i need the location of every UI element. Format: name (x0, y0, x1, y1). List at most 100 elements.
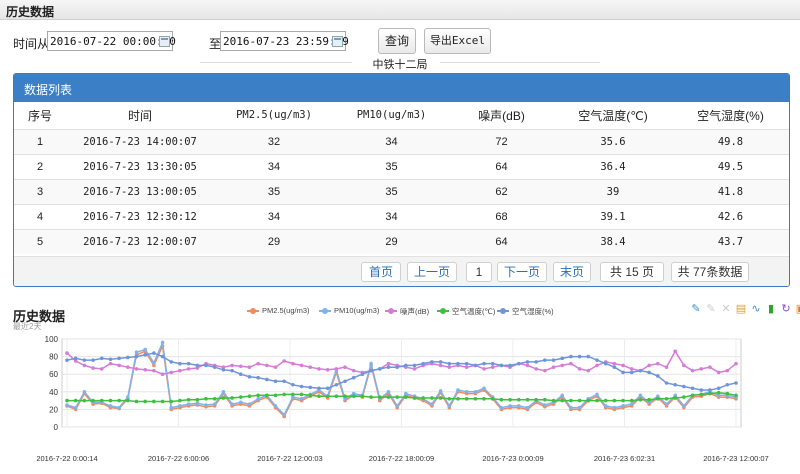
mark-undo-icon[interactable]: ✎ (706, 303, 716, 315)
data-point (238, 395, 243, 399)
legend-swatch (437, 308, 449, 314)
line-icon[interactable]: ∿ (751, 303, 761, 315)
data-point (430, 402, 434, 406)
data-point (386, 361, 391, 366)
data-point (595, 392, 599, 397)
data-point (473, 397, 478, 401)
data-point (656, 374, 660, 378)
data-point (516, 361, 521, 366)
table-cell: 29 (214, 228, 334, 254)
data-point (482, 367, 486, 371)
table-cell: 2016-7-23 12:30:12 (66, 203, 214, 229)
data-point (195, 401, 200, 406)
column-header: 空气湿度(%) (697, 108, 764, 123)
data-point (377, 395, 382, 399)
data-point (621, 404, 625, 408)
data-point (169, 360, 174, 364)
data-point (230, 396, 234, 400)
column-header: PM2.5(ug/m3) (236, 109, 312, 122)
data-point (525, 397, 530, 402)
data-point (577, 405, 582, 410)
calendar-icon[interactable] (332, 36, 343, 47)
data-point (186, 367, 191, 371)
data-point (447, 365, 452, 369)
data-point (65, 398, 69, 403)
prev-page-button[interactable]: 上一页 (407, 262, 457, 282)
table-cell: 34 (334, 128, 449, 154)
data-point (299, 384, 304, 389)
y-tick-label: 20 (49, 405, 58, 414)
data-point (551, 365, 556, 369)
data-point (82, 398, 87, 403)
data-point (647, 400, 651, 405)
data-point (447, 361, 452, 366)
data-point (725, 368, 730, 373)
data-point (612, 365, 617, 369)
table-cell: 32 (214, 128, 334, 154)
data-point (282, 392, 287, 397)
y-tick-label: 40 (49, 388, 58, 397)
table-cell: 35.6 (554, 128, 672, 154)
end-time-input[interactable]: 2016-07-23 23:59:59 (220, 31, 349, 51)
data-point (160, 399, 165, 404)
data-point (603, 398, 608, 403)
data-point (716, 393, 721, 398)
save-icon[interactable]: ▣ (795, 303, 800, 315)
data-point (490, 361, 495, 366)
data-point (256, 375, 260, 380)
export-excel-button[interactable]: 导出Excel (424, 28, 491, 54)
data-point (108, 361, 113, 366)
table-cell: 49.8 (672, 128, 789, 154)
table-cell: 34 (214, 203, 334, 229)
query-button[interactable]: 查询 (378, 28, 416, 54)
y-tick-label: 100 (45, 335, 59, 344)
last-page-button[interactable]: 末页 (553, 262, 591, 282)
data-point (334, 367, 339, 371)
data-point (134, 399, 139, 404)
data-point (699, 388, 704, 392)
data-point (508, 363, 512, 368)
data-point (595, 398, 599, 403)
table-cell: 72 (449, 128, 554, 154)
data-point (543, 358, 547, 362)
data-point (412, 396, 417, 400)
current-page[interactable]: 1 (466, 262, 492, 282)
data-point (464, 365, 469, 369)
start-time-value: 2016-07-22 00:00:00 (50, 35, 176, 48)
page-title: 历史数据 (6, 5, 55, 19)
bar-icon[interactable]: ▮ (767, 303, 775, 315)
refresh-icon[interactable]: ↻ (781, 303, 791, 315)
next-page-button[interactable]: 下一页 (497, 262, 547, 282)
first-page-button[interactable]: 首页 (361, 262, 401, 282)
data-point (317, 394, 321, 398)
table-cell: 2016-7-23 13:30:05 (66, 153, 214, 179)
data-point (317, 367, 321, 371)
data-point (91, 398, 95, 403)
data-point (708, 391, 712, 396)
data-point (673, 393, 677, 398)
data-view-icon[interactable]: ▤ (735, 303, 747, 315)
data-point (395, 404, 399, 408)
data-point (629, 370, 634, 375)
start-time-input[interactable]: 2016-07-22 00:00:00 (47, 31, 176, 51)
data-point (595, 358, 599, 362)
end-time-value: 2016-07-23 23:59:59 (223, 35, 349, 48)
data-point (508, 397, 512, 402)
table-cell: 36.4 (554, 153, 672, 179)
mark-clear-icon[interactable]: ✕ (721, 303, 731, 315)
data-point (73, 359, 78, 363)
calendar-icon[interactable] (159, 36, 170, 47)
data-point (169, 399, 174, 404)
data-point (99, 356, 104, 361)
data-point (317, 386, 321, 391)
mark-icon[interactable]: ✎ (691, 303, 701, 315)
data-table: 序号 时间 PM2.5(ug/m3) PM10(ug/m3) 噪声(dB) 空气… (14, 102, 789, 254)
data-point (621, 370, 625, 375)
data-point (91, 358, 95, 362)
data-point (343, 365, 347, 369)
data-point (65, 403, 69, 407)
data-point (682, 404, 686, 408)
data-point (490, 397, 495, 401)
data-point (238, 364, 243, 369)
data-point (169, 405, 174, 410)
